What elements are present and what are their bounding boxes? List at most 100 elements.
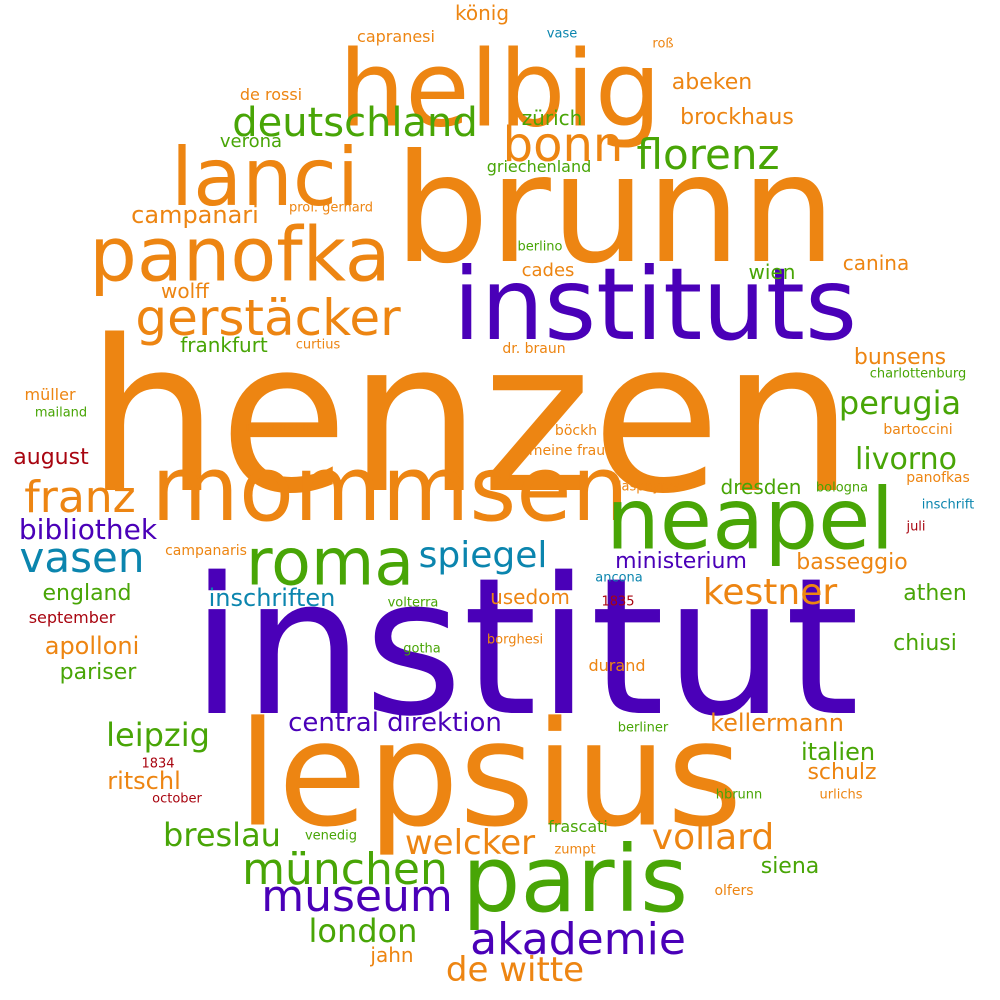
word-akademie: akademie [470,914,686,965]
word-jahn: jahn [370,943,414,967]
word-franz: franz [24,472,136,523]
word-kestner: kestner [702,572,838,613]
word-institut: institut [190,537,860,758]
word-bartoccini: bartoccini [883,422,953,438]
word-volterra: volterra [387,595,439,611]
word-zürich: zürich [521,106,583,130]
word-frankfurt: frankfurt [180,333,268,357]
word-1835: 1835 [601,594,635,610]
word-1834: 1834 [141,756,175,772]
word-könig: könig [454,1,510,25]
word-mailand: mailand [34,405,88,421]
word-laspeyres: laspeyres [617,479,681,495]
word-juli: juli [906,519,926,535]
word-canina: canina [842,251,910,275]
word-vollard: vollard [651,817,775,858]
word-mommsen: mommsen [151,437,629,542]
word-borghesi: borghesi [486,632,544,648]
word-gotha: gotha [403,641,441,657]
word-ritschl: ritschl [107,767,181,795]
word-hbrunn: hbrunn [715,787,763,803]
word-central-direktion: central direktion [288,708,502,738]
word-usedom: usedom [490,585,570,609]
word-welcker: welcker [404,823,536,863]
word-lepsius: lepsius [237,690,743,860]
word-september: september [28,608,116,627]
word-perugia: perugia [838,384,962,422]
word-pariser: pariser [59,660,137,685]
word-zumpt: zumpt [554,842,596,858]
word-curtius: curtius [295,337,341,353]
word-vase: vase [546,26,578,42]
word-wolff: wolff [161,279,209,303]
word-brockhaus: brockhaus [680,105,794,130]
word-de-witte: de witte [445,950,585,990]
word-bibliothek: bibliothek [18,513,158,546]
word-panofka: panofka [89,210,391,299]
word-dr-braun: dr. braun [502,341,566,357]
word-dresden: dresden [720,475,802,499]
word-ministerium: ministerium [615,549,747,574]
word-campanari: campanari [131,201,259,229]
word-london: london [308,912,418,950]
word-italien: italien [800,738,876,766]
word-apolloni: apolloni [44,632,140,660]
word-inschriften: inschriften [208,584,336,612]
word-athen: athen [903,581,967,606]
word-brunn: brunn [393,123,837,297]
word-prof-gerhard: prof. gerhard [288,200,374,216]
word-meine-frau: meine frau [528,443,606,459]
word-verona: verona [219,131,283,152]
word-spiegel: spiegel [418,535,548,576]
word-olfers: olfers [714,883,754,899]
word-instituts: instituts [452,246,858,363]
word-durand: durand [588,656,646,675]
word-august: august [13,445,89,470]
word-berlino: berlino [517,239,563,255]
word-siena: siena [760,854,820,879]
word-urlichs: urlichs [819,787,863,803]
word-breslau: breslau [163,816,281,854]
word-momnsen: momnsen [245,420,311,436]
word-bologna: bologna [815,480,869,496]
word-roß: roß [652,36,674,52]
word-leipzig: leipzig [106,716,210,754]
word-basseggio: basseggio [796,550,908,575]
word-schulz: schulz [807,760,877,785]
word-campanaris: campanaris [165,543,247,559]
word-florenz: florenz [636,130,780,179]
word-venedig: venedig [304,828,358,844]
word-england: england [42,581,132,606]
word-kellermann: kellermann [710,709,844,737]
word-helbig: helbig [338,28,662,151]
word-chiusi: chiusi [893,631,957,656]
word-de-rossi: de rossi [239,85,303,104]
word-october: october [152,791,202,807]
word-ancona: ancona [595,570,643,586]
word-griechenland: griechenland [486,157,592,176]
word-böckh: böckh [554,423,598,439]
word-panofkas: panofkas [906,470,970,486]
word-cades: cades [521,260,575,281]
word-abeken: abeken [671,70,753,95]
word-neapel: neapel [605,470,895,570]
word-museum: museum [261,871,453,922]
word-capranesi: capranesi [357,27,435,46]
word-bonn: bonn [502,117,624,173]
word-müller: müller [24,385,76,404]
word-wien: wien [748,260,796,284]
word-inschrift: inschrift [921,497,975,513]
word-frascati: frascati [548,817,608,836]
word-bunsens: bunsens [853,345,947,370]
word-paris: paris [461,826,689,933]
word-livorno: livorno [855,442,957,477]
word-gerstäcker: gerstäcker [135,289,401,347]
word-charlottenburg: charlottenburg [869,366,967,382]
word-münchen: münchen [242,844,448,895]
word-henzen: henzen [86,295,854,540]
word-roma: roma [245,525,415,601]
word-deutschland: deutschland [232,100,478,146]
word-vasen: vasen [19,533,145,582]
word-berliner: berliner [617,720,669,736]
